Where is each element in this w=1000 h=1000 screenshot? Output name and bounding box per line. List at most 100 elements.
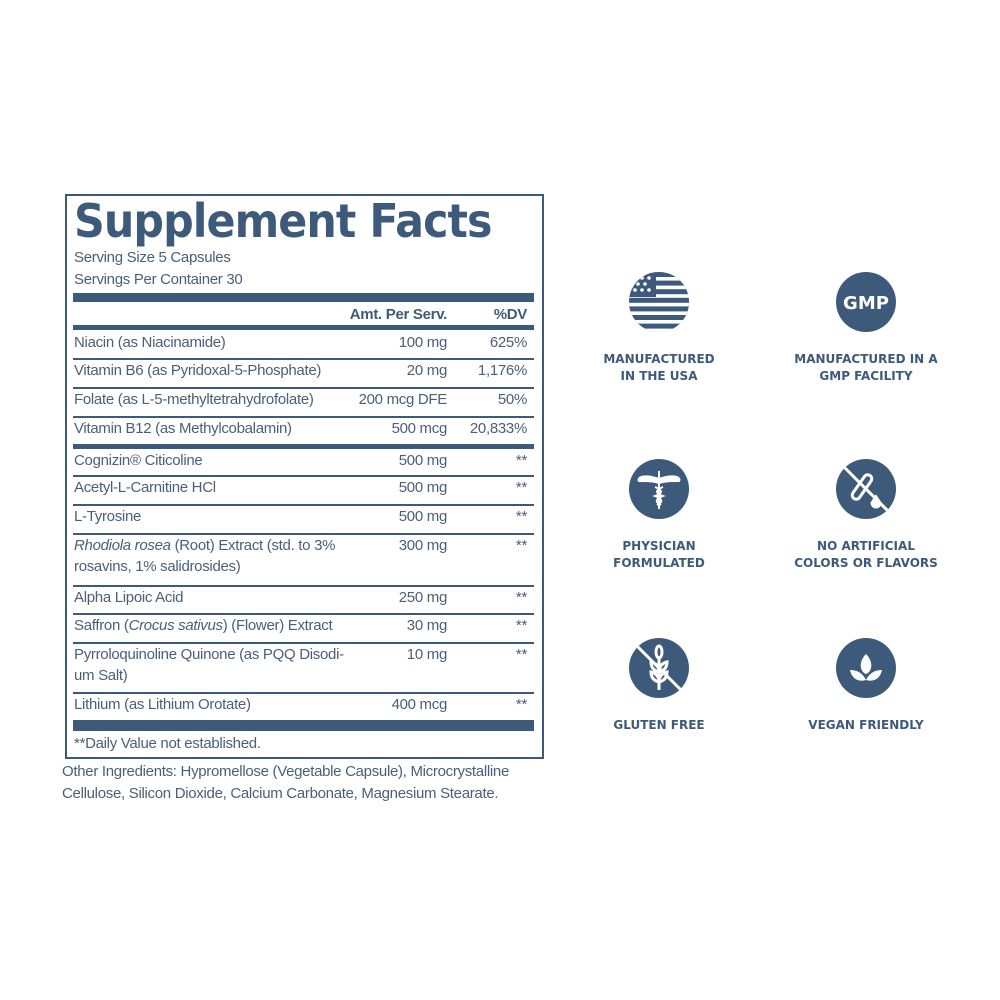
badge-label-line: PHYSICIAN [622,539,696,553]
divider-thick [73,720,534,731]
nutrient-name: Niacin (as Niacinamide) [74,332,364,353]
row-divider [73,358,534,360]
nutrient-name-part: Acetyl-L-Carnitine HCl [74,479,216,496]
row-divider [73,533,534,535]
daily-value: 625% [489,334,527,351]
nutrient-name-part: Pyrroloquinoline Quinone (as PQQ Disodi-… [74,646,344,684]
feature-badge: VEGAN FRIENDLY [756,638,976,734]
badge-label: NO ARTIFICIAL COLORS OR FLAVORS [756,538,976,572]
badge-label-line: IN THE USA [620,369,698,383]
col-amount: Amt. Per Serv. [349,306,448,323]
row-divider [73,642,534,644]
amount: 100 mg [398,334,448,351]
daily-value: ** [515,696,527,713]
daily-value: ** [515,646,527,663]
nutrient-name: Pyrroloquinoline Quinone (as PQQ Disodi-… [74,644,357,686]
nutrient-name: Rhodiola rosea (Root) Extract (std. to 3… [74,535,359,577]
nutrient-name: Cognizin® Citicoline [74,450,364,471]
badge-label-line: MANUFACTURED IN A [794,352,938,366]
supplement-facts-panel: Supplement Facts Serving Size 5 Capsules… [65,194,544,759]
daily-value: 50% [497,391,527,408]
feature-badge: PHYSICIAN FORMULATED [549,459,769,572]
daily-value: ** [515,479,527,496]
amount: 250 mg [398,589,448,606]
daily-value: 1,176% [477,362,527,379]
amount: 400 mcg [391,696,448,713]
nutrient-name: Saffron (Crocus sativus) (Flower) Extrac… [74,615,364,636]
badge-label-line: NO ARTIFICIAL [817,539,915,553]
nutrient-name: Vitamin B6 (as Pyridoxal-5-Phosphate) [74,360,364,381]
badge-label-line: MANUFACTURED [603,352,715,366]
vegan-leaf-icon [836,638,896,698]
nutrient-name-part: Vitamin B6 (as Pyridoxal-5-Phosphate) [74,362,322,379]
divider-thick [73,293,534,302]
nutrient-name-part: Crocus sativus [128,617,223,634]
nutrient-name: Acetyl-L-Carnitine HCl [74,477,364,498]
nutrient-name: Alpha Lipoic Acid [74,587,364,608]
footnote: **Daily Value not established. [74,735,261,752]
nutrient-name: Lithium (as Lithium Orotate) [74,694,364,715]
row-divider [73,475,534,477]
feature-badge: GLUTEN FREE [549,638,769,734]
gmp-icon: GMP [836,272,896,332]
nutrient-name-part: Vitamin B12 (as Methylcobalamin) [74,420,292,437]
amount: 300 mg [398,537,448,554]
nutrient-name: Folate (as L-5-methyltetrahydrofolate) [74,389,364,410]
caduceus-icon [629,459,689,519]
amount: 500 mcg [391,420,448,437]
nutrient-name-part: Rhodiola rosea [74,537,171,554]
nutrient-name-part: L-Tyrosine [74,508,142,525]
daily-value: ** [515,589,527,606]
nutrient-name-part: Saffron ( [74,617,129,634]
badge-label-line: VEGAN FRIENDLY [808,718,924,732]
nutrient-name: L-Tyrosine [74,506,364,527]
daily-value: ** [515,452,527,469]
daily-value: ** [515,537,527,554]
usa-flag-icon [629,272,689,332]
row-divider [73,692,534,694]
badge-label: GLUTEN FREE [549,717,769,734]
serving-size: Serving Size 5 Capsules [74,249,231,266]
feature-badge: NO ARTIFICIAL COLORS OR FLAVORS [756,459,976,572]
nutrient-name-part: Cognizin® Citicoline [74,452,203,469]
amount: 10 mg [406,646,448,663]
other-ingredients: Other Ingredients: Hypromellose (Vegetab… [62,763,510,802]
row-divider [73,387,534,389]
feature-badge: GMP MANUFACTURED IN A GMP FACILITY [756,272,976,385]
nutrient-name-part: Folate (as L-5-methyltetrahydrofolate) [74,391,314,408]
daily-value: ** [515,508,527,525]
badge-label: PHYSICIAN FORMULATED [549,538,769,572]
badge-label-line: COLORS OR FLAVORS [794,556,938,570]
badge-label: MANUFACTURED IN A GMP FACILITY [756,351,976,385]
amount: 20 mg [406,362,448,379]
no-artificial-icon [836,459,896,519]
daily-value: 20,833% [469,420,527,437]
amount: 500 mg [398,452,448,469]
feature-badge: MANUFACTURED IN THE USA [549,272,769,385]
amount: 200 mcg DFE [358,391,448,408]
badge-label-line: GLUTEN FREE [613,718,705,732]
badge-label: VEGAN FRIENDLY [756,717,976,734]
panel-title: Supplement Facts [74,194,493,248]
daily-value: ** [515,617,527,634]
col-dv: %DV [493,306,528,323]
servings-per-container: Servings Per Container 30 [74,271,243,288]
nutrient-name-part: (Root) Extract (std. to 3% rosavins, 1% … [74,537,336,575]
row-divider [73,416,534,418]
nutrient-name-part: Niacin (as Niacinamide) [74,334,226,351]
row-divider [73,504,534,506]
badge-label-line: FORMULATED [613,556,705,570]
nutrient-name-part: Alpha Lipoic Acid [74,589,184,606]
gluten-free-icon [629,638,689,698]
divider-medium [73,325,534,330]
amount: 30 mg [406,617,448,634]
row-divider [73,585,534,587]
badge-label: MANUFACTURED IN THE USA [549,351,769,385]
svg-text:GMP: GMP [843,293,889,314]
nutrient-name-part: ) (Flower) Extract [222,617,333,634]
amount: 500 mg [398,508,448,525]
nutrient-name-part: Lithium (as Lithium Orotate) [74,696,251,713]
amount: 500 mg [398,479,448,496]
row-divider [73,613,534,615]
row-divider [73,444,534,449]
